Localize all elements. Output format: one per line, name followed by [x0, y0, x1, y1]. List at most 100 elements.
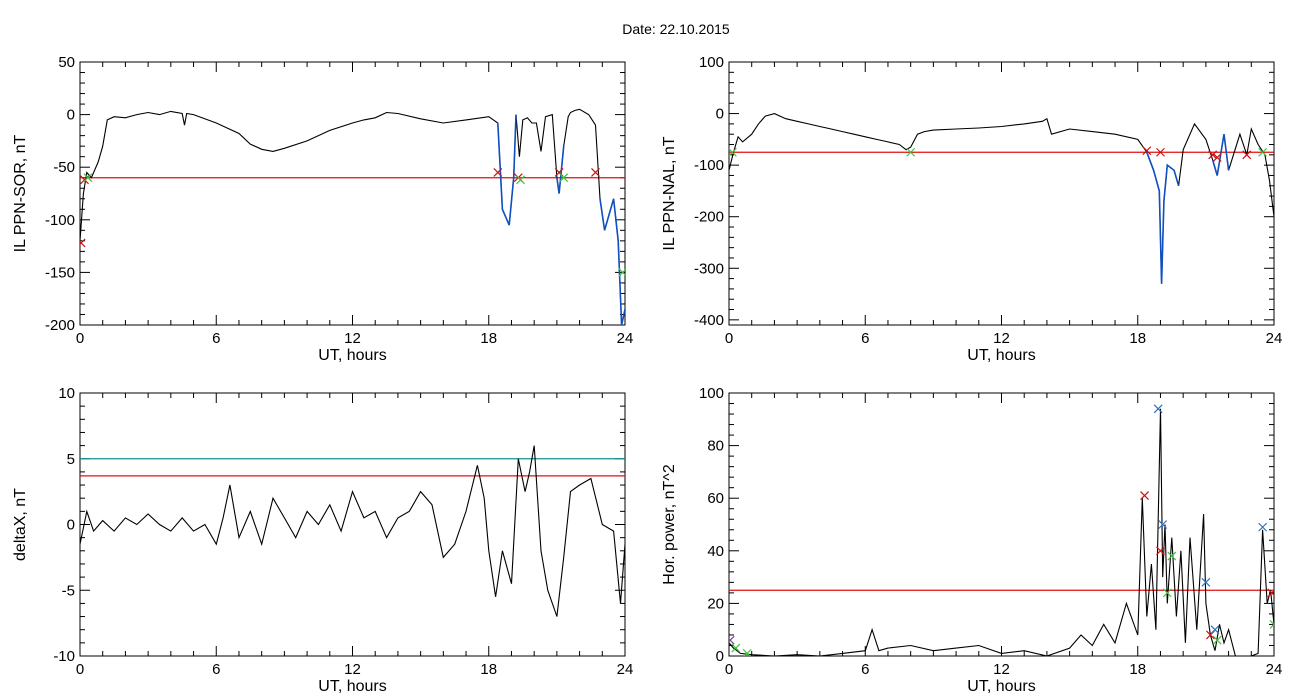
y-tick-label: -300	[694, 260, 724, 277]
highlighted-segment	[599, 198, 625, 325]
y-tick-label: 20	[707, 595, 724, 612]
x-axis-label: UT, hours	[967, 347, 1035, 364]
y-tick-label: 0	[67, 107, 75, 124]
event-marker	[906, 147, 916, 157]
x-tick-label: 6	[861, 330, 869, 347]
x-tick-label: 18	[1129, 661, 1146, 678]
y-axis-label: IL PPN-NAL, nT	[661, 136, 678, 250]
event-marker	[1208, 150, 1218, 160]
event-marker	[1267, 588, 1274, 598]
y-tick-label: 80	[707, 438, 724, 455]
event-marker	[80, 238, 86, 248]
plot-area	[80, 445, 625, 617]
y-tick-label: 100	[699, 385, 724, 402]
event-marker	[1210, 625, 1220, 635]
series-line	[80, 445, 625, 617]
x-tick-label: 0	[76, 661, 84, 678]
event-marker	[1153, 404, 1163, 414]
event-marker	[1258, 522, 1268, 532]
event-marker	[493, 168, 503, 177]
x-tick-label: 18	[480, 330, 497, 347]
event-marker	[1140, 491, 1149, 500]
series-line	[729, 113, 1274, 284]
y-axis-label: deltaX, nT	[12, 488, 29, 561]
y-tick-label: 0	[67, 517, 75, 534]
chart-panel-sor: 0 6 12 18 24 -200 -150 -100 -50 0 50 UT, hours IL PP…	[12, 54, 633, 364]
x-tick-label: 18	[1129, 330, 1146, 347]
event-marker	[1212, 635, 1222, 645]
y-tick-label: -5	[62, 582, 75, 599]
plot-area	[729, 404, 1274, 656]
x-tick-label: 0	[725, 330, 733, 347]
y-tick-label: -50	[53, 159, 75, 176]
event-marker	[1201, 577, 1211, 587]
x-tick-label: 24	[617, 330, 634, 347]
y-tick-label: -10	[53, 648, 75, 665]
event-marker	[1258, 147, 1268, 157]
y-axis-label: Hor. power, nT^2	[661, 464, 678, 585]
highlighted-segment	[497, 114, 517, 226]
x-axis-label: UT, hours	[967, 678, 1035, 695]
x-tick-label: 12	[993, 661, 1010, 678]
y-tick-label: 5	[67, 451, 75, 468]
x-axis-label: UT, hours	[318, 347, 386, 364]
plot-frame	[79, 392, 626, 657]
x-tick-label: 12	[344, 330, 361, 347]
y-tick-label: 100	[699, 54, 724, 71]
event-marker	[1162, 588, 1172, 598]
plot-area	[80, 108, 625, 325]
y-tick-label: -200	[694, 209, 724, 226]
plot-frame	[728, 61, 1275, 326]
event-marker	[1212, 152, 1222, 162]
highlighted-segment	[556, 146, 565, 194]
figure-title: Date: 22.10.2015	[622, 21, 730, 37]
y-tick-label: 50	[58, 54, 75, 71]
event-marker	[1142, 146, 1152, 156]
plot-area	[729, 113, 1274, 284]
x-tick-label: 18	[480, 661, 497, 678]
y-tick-label: 10	[58, 385, 75, 402]
event-marker	[731, 643, 741, 653]
event-marker	[729, 147, 737, 157]
x-tick-label: 6	[861, 661, 869, 678]
y-tick-label: 0	[716, 648, 724, 665]
y-tick-label: 40	[707, 543, 724, 560]
y-tick-label: -100	[694, 157, 724, 174]
event-marker	[1158, 520, 1168, 529]
y-tick-label: -200	[45, 317, 75, 334]
chart-panel-nal: 0 6 12 18 24 -400 -300 -200 -100 0 100 UT, hours IL …	[661, 54, 1282, 364]
event-marker	[1167, 551, 1177, 561]
y-tick-label: 0	[716, 106, 724, 123]
event-marker	[83, 173, 93, 183]
y-tick-label: -150	[45, 264, 75, 281]
x-tick-label: 0	[76, 330, 84, 347]
event-marker	[729, 635, 735, 645]
y-tick-label: 60	[707, 490, 724, 507]
x-tick-label: 24	[617, 661, 634, 678]
plot-frame	[79, 61, 626, 326]
chart-panel-deltax: 0 6 12 18 24 -10 -5 0 5 10 UT, hours deltaX, nT	[12, 385, 633, 695]
event-marker	[516, 175, 525, 185]
x-tick-label: 24	[1266, 661, 1283, 678]
event-marker	[1242, 150, 1252, 160]
x-tick-label: 6	[212, 330, 220, 347]
y-tick-label: -400	[694, 312, 724, 329]
event-marker	[559, 173, 569, 183]
x-tick-label: 12	[344, 661, 361, 678]
x-tick-label: 6	[212, 661, 220, 678]
highlighted-segment	[1146, 151, 1180, 284]
y-tick-label: -100	[45, 212, 75, 229]
x-tick-label: 12	[993, 330, 1010, 347]
series-line	[729, 408, 1274, 656]
x-tick-label: 0	[725, 661, 733, 678]
series-line	[80, 108, 625, 325]
x-axis-label: UT, hours	[318, 678, 386, 695]
event-marker	[1156, 546, 1165, 556]
y-axis-label: IL PPN-SOR, nT	[12, 134, 29, 252]
x-tick-label: 24	[1266, 330, 1283, 347]
event-marker	[591, 168, 600, 177]
plot-frame	[728, 392, 1275, 657]
event-marker	[1269, 620, 1274, 629]
event-marker	[1156, 147, 1165, 157]
